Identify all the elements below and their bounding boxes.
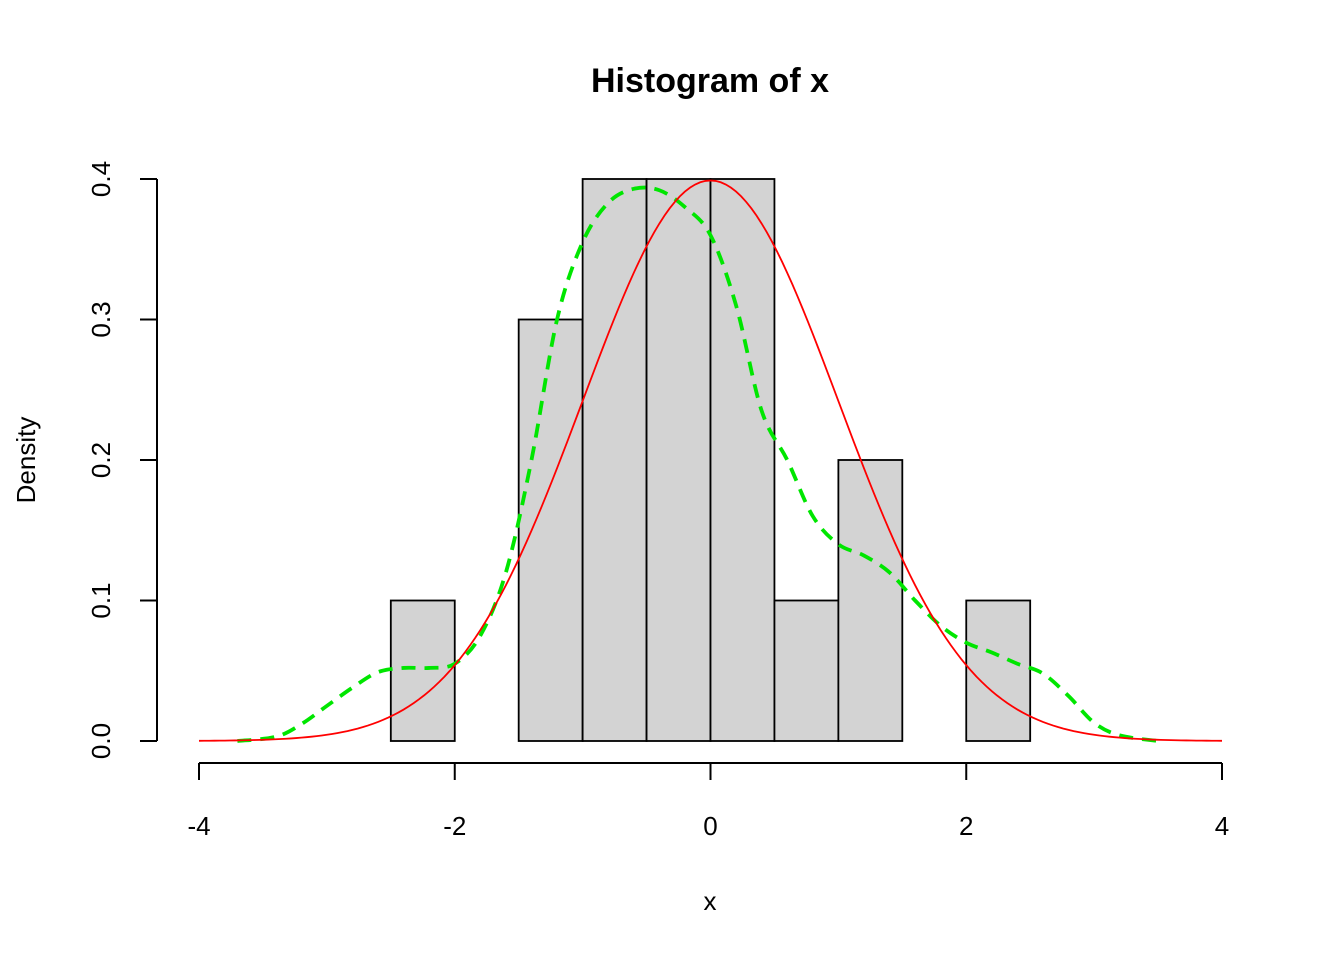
histogram-bar-0 bbox=[389, 599, 456, 742]
histogram-bar-6 bbox=[837, 459, 904, 742]
normal-density-line bbox=[198, 179, 1223, 742]
x-tick-label: 0 bbox=[703, 811, 717, 841]
histogram-bar-5 bbox=[773, 599, 840, 742]
y-tick-label: 0.2 bbox=[86, 442, 116, 478]
y-axis: 0.0 0.1 0.2 0.3 0.4 bbox=[86, 161, 158, 759]
x-axis: -4 -2 0 2 4 bbox=[187, 762, 1229, 841]
y-tick-label: 0.0 bbox=[86, 723, 116, 759]
x-axis-label: x bbox=[704, 886, 717, 916]
y-tick-label: 0.3 bbox=[86, 301, 116, 337]
x-tick-label: 2 bbox=[959, 811, 973, 841]
x-tick-label: 4 bbox=[1215, 811, 1229, 841]
density-curves bbox=[198, 179, 1223, 743]
y-tick-label: 0.4 bbox=[86, 161, 116, 197]
chart-title: Histogram of x bbox=[591, 62, 829, 100]
histogram-bar-2 bbox=[581, 178, 648, 742]
histogram-bar-1 bbox=[517, 318, 584, 742]
histogram-bar-7 bbox=[965, 599, 1032, 742]
x-tick-label: -4 bbox=[187, 811, 210, 841]
x-tick-label: -2 bbox=[443, 811, 466, 841]
kernel-density-line bbox=[237, 185, 1159, 743]
y-axis-label: Density bbox=[11, 417, 41, 504]
histogram-bar-3 bbox=[645, 178, 712, 742]
y-tick-label: 0.1 bbox=[86, 582, 116, 618]
histogram-bars bbox=[389, 178, 1032, 742]
histogram-bar-4 bbox=[709, 178, 776, 742]
